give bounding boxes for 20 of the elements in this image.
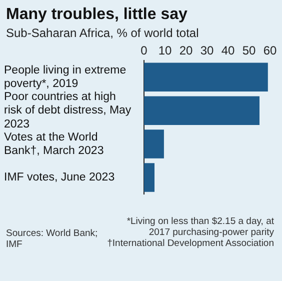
x-tick-label: 50 — [242, 44, 256, 58]
y-tick-label: Votes at the World Bank†, March 2023 — [4, 131, 104, 158]
bar — [144, 96, 260, 125]
x-tick-label: 60 — [263, 44, 277, 58]
y-tick-label: People living in extreme poverty*, 2019 — [4, 64, 126, 90]
x-tick-label: 30 — [200, 44, 214, 58]
source-note: Sources: World Bank; IMF — [6, 227, 99, 250]
bar — [144, 62, 268, 92]
text: †International Development Association — [106, 238, 274, 249]
bar — [144, 163, 154, 192]
chart-title: Many troubles, little say — [6, 6, 188, 24]
x-tick-label: 10 — [158, 44, 172, 58]
y-tick-label: IMF votes, June 2023 — [4, 172, 115, 184]
text: *Living on less than $2.15 a day, at 2017 purchasing-power parity — [126, 216, 274, 238]
x-tick-label: 40 — [221, 44, 235, 58]
x-tick-label: 0 — [140, 44, 148, 58]
x-tick-label: 20 — [179, 44, 193, 58]
y-tick-label: Poor countries at high risk of debt distress, May 2023 — [4, 90, 132, 131]
chart-subtitle: Sub-Saharan Africa, % of world total — [6, 26, 200, 40]
bar — [144, 130, 164, 158]
